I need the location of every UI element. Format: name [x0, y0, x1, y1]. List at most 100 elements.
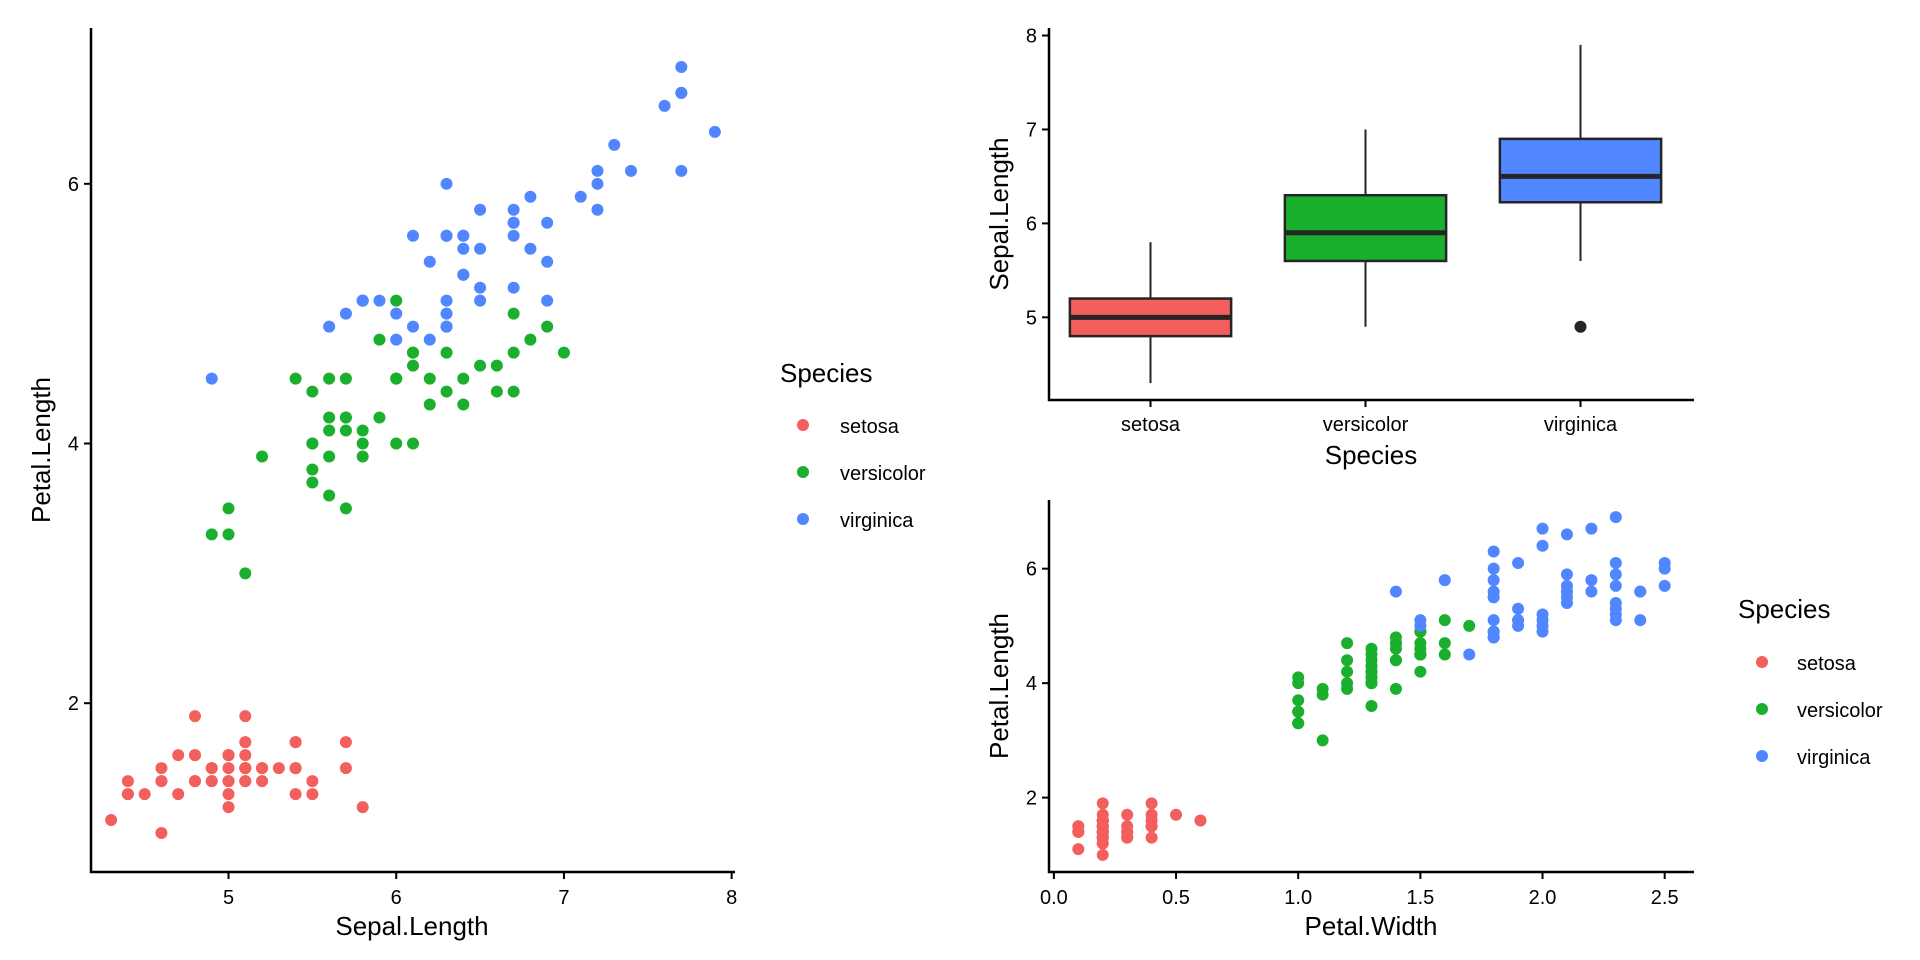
scatter-points — [105, 60, 721, 840]
legend-key-setosa — [797, 419, 809, 431]
point-virginica — [541, 216, 554, 229]
point-versicolor — [1389, 642, 1402, 655]
legend: Species setosa versicolor virginica — [780, 358, 926, 532]
point-virginica — [591, 203, 604, 216]
point-setosa — [138, 788, 151, 801]
y-tick-label: 6 — [1026, 559, 1037, 581]
y-tick-label: 6 — [1026, 213, 1037, 235]
x-tick-label: 7 — [558, 887, 569, 909]
x-axis-title: Sepal.Length — [335, 911, 488, 941]
point-virginica — [457, 268, 470, 281]
legend-label-setosa: setosa — [840, 416, 900, 438]
point-versicolor — [306, 385, 319, 398]
point-setosa — [239, 762, 252, 775]
point-versicolor — [373, 333, 386, 346]
point-versicolor — [256, 450, 269, 463]
point-virginica — [1512, 556, 1525, 569]
point-virginica — [658, 99, 671, 112]
scatter-points — [1072, 511, 1671, 861]
point-versicolor — [457, 372, 470, 385]
point-virginica — [1438, 574, 1451, 587]
legend-key-virginica — [1756, 750, 1768, 762]
point-setosa — [1096, 848, 1109, 861]
point-versicolor — [339, 411, 352, 424]
point-virginica — [1658, 556, 1671, 569]
point-virginica — [1487, 614, 1500, 627]
point-virginica — [390, 307, 403, 320]
x-axis-title: Petal.Width — [1305, 911, 1438, 941]
point-setosa — [289, 788, 302, 801]
point-virginica — [1487, 562, 1500, 575]
point-setosa — [1121, 808, 1134, 821]
point-versicolor — [356, 424, 369, 437]
point-setosa — [188, 710, 201, 723]
point-versicolor — [1438, 614, 1451, 627]
point-virginica — [440, 307, 453, 320]
point-versicolor — [423, 398, 436, 411]
point-virginica — [457, 229, 470, 242]
point-versicolor — [1292, 694, 1305, 707]
point-setosa — [306, 775, 319, 788]
scatter-sepal-vs-petal-panel: 5 6 7 8 2 4 6 Sepal.Length Petal.Length Speci… — [26, 28, 926, 941]
point-virginica — [1512, 619, 1525, 632]
point-virginica — [1609, 608, 1622, 621]
point-versicolor — [1389, 654, 1402, 667]
point-virginica — [507, 203, 520, 216]
point-versicolor — [507, 307, 520, 320]
point-virginica — [474, 294, 487, 307]
point-virginica — [373, 294, 386, 307]
point-virginica — [1634, 614, 1647, 627]
point-virginica — [1609, 568, 1622, 581]
legend-label-virginica: virginica — [840, 510, 914, 532]
y-axis-title: Petal.Length — [26, 377, 56, 523]
point-virginica — [1585, 585, 1598, 598]
point-virginica — [1389, 585, 1402, 598]
point-versicolor — [1341, 654, 1354, 667]
point-versicolor — [490, 359, 503, 372]
point-versicolor — [222, 528, 235, 541]
point-versicolor — [356, 450, 369, 463]
point-virginica — [474, 203, 487, 216]
y-tick-label: 4 — [1026, 673, 1037, 695]
legend-label-versicolor: versicolor — [1797, 700, 1883, 722]
point-virginica — [1560, 597, 1573, 610]
y-tick-label: 5 — [1026, 307, 1037, 329]
outlier-point — [1574, 320, 1587, 333]
point-virginica — [356, 294, 369, 307]
point-versicolor — [407, 346, 419, 359]
y-tick-label: 7 — [1026, 119, 1037, 141]
point-setosa — [121, 775, 134, 788]
point-virginica — [474, 281, 487, 294]
legend-title: Species — [780, 358, 873, 388]
point-versicolor — [1341, 677, 1354, 690]
point-virginica — [524, 190, 537, 203]
point-virginica — [1487, 631, 1500, 644]
point-setosa — [1096, 797, 1109, 810]
boxplot-sepal-length-panel: setosa versicolor virginica 5 6 7 8 Species S… — [984, 26, 1694, 470]
point-virginica — [440, 177, 453, 190]
point-versicolor — [1414, 665, 1427, 678]
point-setosa — [1096, 825, 1109, 838]
y-tick-label: 2 — [68, 693, 79, 715]
point-versicolor — [1316, 688, 1329, 701]
point-setosa — [222, 749, 235, 762]
point-versicolor — [323, 489, 336, 502]
point-versicolor — [557, 346, 570, 359]
point-virginica — [407, 320, 419, 333]
point-versicolor — [323, 411, 336, 424]
x-tick-label: 5 — [223, 887, 234, 909]
legend-label-virginica: virginica — [1797, 747, 1871, 769]
point-versicolor — [222, 502, 235, 515]
box-body — [1283, 193, 1448, 263]
point-setosa — [222, 775, 235, 788]
point-versicolor — [1438, 637, 1451, 650]
point-setosa — [239, 710, 252, 723]
point-setosa — [1145, 820, 1158, 833]
point-virginica — [675, 60, 688, 73]
point-virginica — [1609, 511, 1622, 524]
point-versicolor — [373, 411, 386, 424]
point-versicolor — [239, 567, 252, 580]
point-versicolor — [306, 476, 319, 489]
point-versicolor — [339, 372, 352, 385]
